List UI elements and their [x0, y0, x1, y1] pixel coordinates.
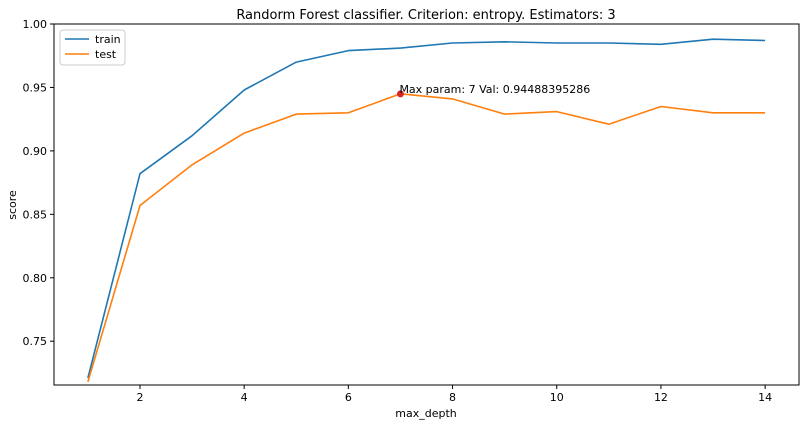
- legend-label-train: train: [95, 33, 121, 46]
- y-tick-label: 0.80: [23, 272, 48, 285]
- series-line-train: [87, 38, 766, 379]
- max-point-label: Max param: 7 Val: 0.94488395286: [399, 83, 590, 96]
- x-axis-label: max_depth: [395, 407, 457, 420]
- series-line-test: [87, 93, 766, 383]
- x-tick-label: 10: [550, 391, 564, 404]
- legend-label-test: test: [95, 48, 117, 61]
- series-layer: [87, 38, 766, 383]
- x-axis: 2 4 6 8 10 12 14: [136, 385, 772, 404]
- y-tick-label: 0.95: [23, 81, 48, 94]
- x-tick-label: 2: [136, 391, 143, 404]
- y-tick-label: 1.00: [23, 18, 48, 31]
- y-axis: 0.75 0.80 0.85 0.90 0.95 1.00: [23, 18, 54, 348]
- y-tick-label: 0.85: [23, 208, 48, 221]
- x-tick-label: 4: [241, 391, 248, 404]
- annotation: Max param: 7 Val: 0.94488395286: [396, 83, 590, 98]
- x-tick-label: 12: [654, 391, 668, 404]
- y-tick-label: 0.90: [23, 145, 48, 158]
- y-tick-label: 0.75: [23, 335, 48, 348]
- x-tick-label: 8: [449, 391, 456, 404]
- x-tick-label: 14: [758, 391, 772, 404]
- chart-title: Randorm Forest classifier. Criterion: en…: [236, 8, 615, 23]
- legend: train test: [59, 29, 126, 66]
- y-axis-label: score: [6, 190, 19, 220]
- plot-area: [53, 23, 800, 386]
- max-point-marker: [396, 90, 404, 98]
- x-tick-label: 6: [345, 391, 352, 404]
